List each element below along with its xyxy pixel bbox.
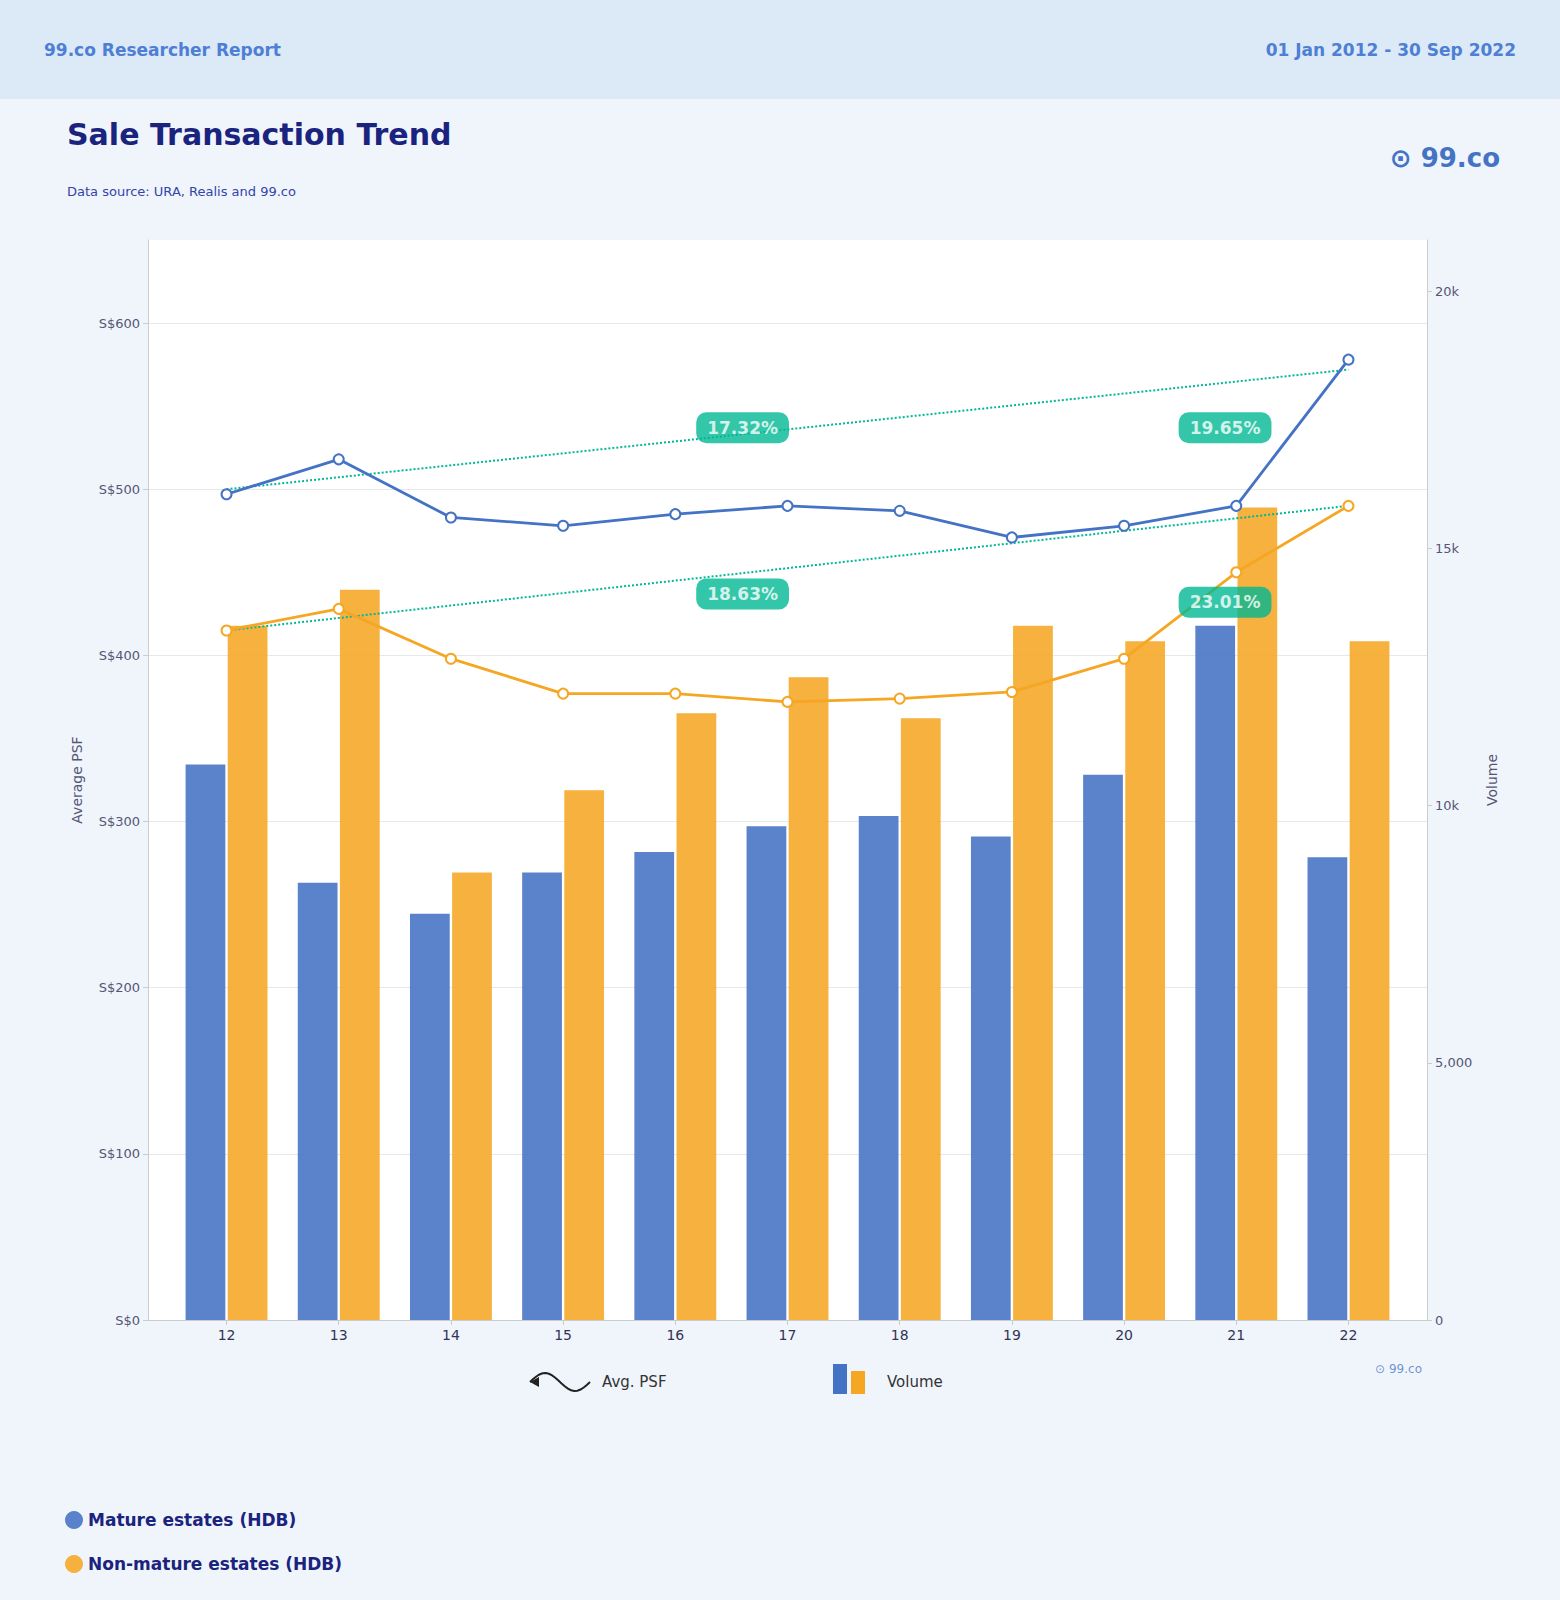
svg-text:Volume: Volume <box>887 1373 943 1391</box>
svg-text:23.01%: 23.01% <box>1190 592 1261 612</box>
svg-text:S$300: S$300 <box>99 814 140 829</box>
svg-text:99.co Researcher Report: 99.co Researcher Report <box>44 40 281 60</box>
svg-text:Mature estates (HDB): Mature estates (HDB) <box>88 1510 296 1530</box>
svg-text:17.32%: 17.32% <box>707 418 778 438</box>
svg-text:20k: 20k <box>1435 284 1460 299</box>
svg-text:15k: 15k <box>1435 541 1460 556</box>
svg-text:18.63%: 18.63% <box>707 584 778 604</box>
svg-text:18: 18 <box>891 1327 909 1343</box>
svg-text:10k: 10k <box>1435 798 1460 813</box>
svg-text:Data source: URA, Realis and 9: Data source: URA, Realis and 99.co <box>67 184 296 199</box>
svg-text:01 Jan 2012 - 30 Sep 2022: 01 Jan 2012 - 30 Sep 2022 <box>1266 40 1516 60</box>
svg-text:S$400: S$400 <box>99 648 140 663</box>
svg-text:16: 16 <box>666 1327 684 1343</box>
svg-text:Non-mature estates (HDB): Non-mature estates (HDB) <box>88 1554 342 1574</box>
svg-text:S$500: S$500 <box>99 482 140 497</box>
svg-text:⊙ 99.co: ⊙ 99.co <box>1375 1362 1422 1376</box>
svg-text:⊙ 99.co: ⊙ 99.co <box>1390 143 1500 173</box>
svg-text:0: 0 <box>1435 1313 1443 1328</box>
svg-text:Volume: Volume <box>1484 754 1500 806</box>
svg-text:5,000: 5,000 <box>1435 1055 1472 1070</box>
svg-text:Avg. PSF: Avg. PSF <box>602 1373 667 1391</box>
svg-text:S$100: S$100 <box>99 1146 140 1161</box>
svg-text:20: 20 <box>1115 1327 1133 1343</box>
svg-text:22: 22 <box>1340 1327 1358 1343</box>
svg-text:Sale Transaction Trend: Sale Transaction Trend <box>67 117 452 152</box>
svg-text:15: 15 <box>554 1327 572 1343</box>
svg-text:S$200: S$200 <box>99 980 140 995</box>
svg-text:21: 21 <box>1227 1327 1245 1343</box>
svg-text:19.65%: 19.65% <box>1190 418 1261 438</box>
svg-text:Average PSF: Average PSF <box>69 736 85 823</box>
svg-text:S$600: S$600 <box>99 316 140 331</box>
svg-text:19: 19 <box>1003 1327 1021 1343</box>
svg-text:14: 14 <box>442 1327 460 1343</box>
svg-text:12: 12 <box>218 1327 236 1343</box>
svg-text:17: 17 <box>779 1327 797 1343</box>
svg-text:13: 13 <box>330 1327 348 1343</box>
svg-text:S$0: S$0 <box>115 1313 140 1328</box>
